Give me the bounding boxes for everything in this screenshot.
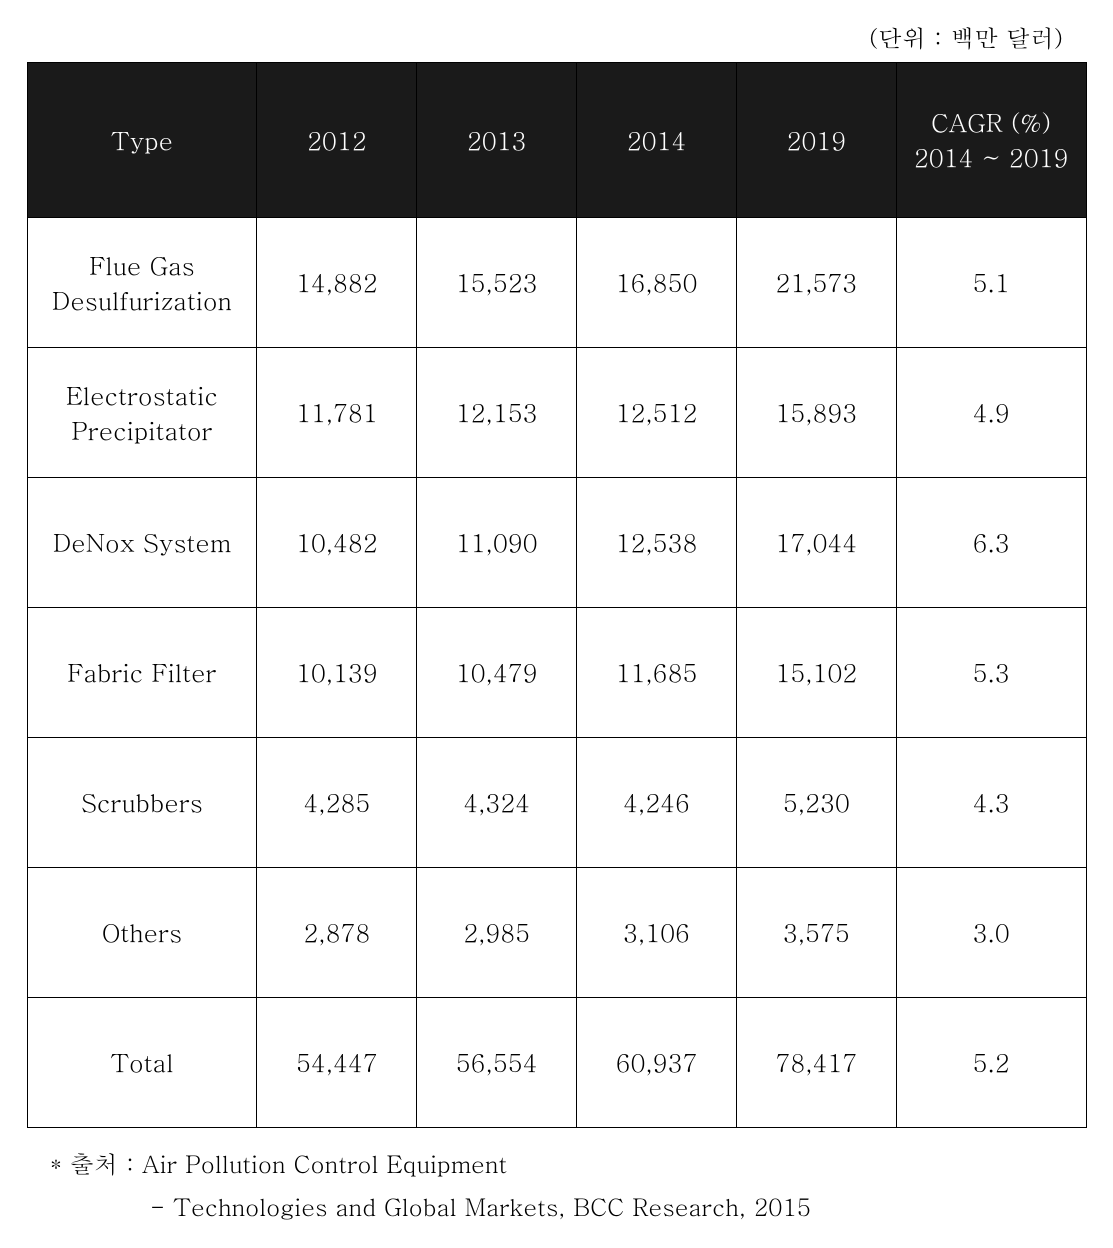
col-header-2013: 2013 bbox=[417, 63, 577, 218]
cell-value: 12,153 bbox=[417, 348, 577, 478]
source-citation: * 출처 : Air Pollution Control Equipment -… bbox=[50, 1142, 1093, 1228]
table-row: Electrostatic Precipitator 11,781 12,153… bbox=[27, 348, 1086, 478]
cell-value: 5.2 bbox=[896, 998, 1086, 1128]
cell-value: 12,512 bbox=[577, 348, 737, 478]
table-row: Fabric Filter 10,139 10,479 11,685 15,10… bbox=[27, 608, 1086, 738]
cell-value: 17,044 bbox=[736, 478, 896, 608]
cell-value: 60,937 bbox=[577, 998, 737, 1128]
cell-value: 4.3 bbox=[896, 738, 1086, 868]
table-row: Others 2,878 2,985 3,106 3,575 3.0 bbox=[27, 868, 1086, 998]
cell-value: 21,573 bbox=[736, 218, 896, 348]
cell-type: Total bbox=[27, 998, 257, 1128]
cell-value: 12,538 bbox=[577, 478, 737, 608]
unit-label: (단위 : 백만 달러) bbox=[20, 20, 1063, 54]
cell-value: 5,230 bbox=[736, 738, 896, 868]
cell-value: 4,246 bbox=[577, 738, 737, 868]
cell-value: 56,554 bbox=[417, 998, 577, 1128]
cell-type: Others bbox=[27, 868, 257, 998]
cell-value: 3.0 bbox=[896, 868, 1086, 998]
cell-value: 5.1 bbox=[896, 218, 1086, 348]
cell-value: 2,878 bbox=[257, 868, 417, 998]
cell-value: 11,090 bbox=[417, 478, 577, 608]
cell-type: DeNox System bbox=[27, 478, 257, 608]
cell-value: 10,479 bbox=[417, 608, 577, 738]
cell-value: 4.9 bbox=[896, 348, 1086, 478]
data-table: Type 2012 2013 2014 2019 CAGR (%) 2014 ~… bbox=[27, 62, 1087, 1128]
cell-value: 15,893 bbox=[736, 348, 896, 478]
table-row: Flue Gas Desulfurization 14,882 15,523 1… bbox=[27, 218, 1086, 348]
cell-value: 54,447 bbox=[257, 998, 417, 1128]
col-header-2012: 2012 bbox=[257, 63, 417, 218]
col-header-type: Type bbox=[27, 63, 257, 218]
cell-value: 10,482 bbox=[257, 478, 417, 608]
cell-value: 15,523 bbox=[417, 218, 577, 348]
table-row-total: Total 54,447 56,554 60,937 78,417 5.2 bbox=[27, 998, 1086, 1128]
cell-value: 11,781 bbox=[257, 348, 417, 478]
table-row: DeNox System 10,482 11,090 12,538 17,044… bbox=[27, 478, 1086, 608]
cell-value: 78,417 bbox=[736, 998, 896, 1128]
cell-value: 3,106 bbox=[577, 868, 737, 998]
col-header-cagr: CAGR (%) 2014 ~ 2019 bbox=[896, 63, 1086, 218]
cell-value: 15,102 bbox=[736, 608, 896, 738]
col-header-2019: 2019 bbox=[736, 63, 896, 218]
source-line1: * 출처 : Air Pollution Control Equipment bbox=[50, 1142, 1093, 1185]
table-row: Scrubbers 4,285 4,324 4,246 5,230 4.3 bbox=[27, 738, 1086, 868]
cell-value: 14,882 bbox=[257, 218, 417, 348]
cell-value: 5.3 bbox=[896, 608, 1086, 738]
cell-type: Electrostatic Precipitator bbox=[27, 348, 257, 478]
cell-value: 4,285 bbox=[257, 738, 417, 868]
source-line2: - Technologies and Global Markets, BCC R… bbox=[150, 1185, 1093, 1228]
cell-value: 16,850 bbox=[577, 218, 737, 348]
col-header-2014: 2014 bbox=[577, 63, 737, 218]
cell-value: 2,985 bbox=[417, 868, 577, 998]
cell-type: Flue Gas Desulfurization bbox=[27, 218, 257, 348]
cell-value: 10,139 bbox=[257, 608, 417, 738]
cell-value: 4,324 bbox=[417, 738, 577, 868]
cell-value: 11,685 bbox=[577, 608, 737, 738]
cell-value: 3,575 bbox=[736, 868, 896, 998]
table-header-row: Type 2012 2013 2014 2019 CAGR (%) 2014 ~… bbox=[27, 63, 1086, 218]
cell-type: Scrubbers bbox=[27, 738, 257, 868]
cell-type: Fabric Filter bbox=[27, 608, 257, 738]
cell-value: 6.3 bbox=[896, 478, 1086, 608]
